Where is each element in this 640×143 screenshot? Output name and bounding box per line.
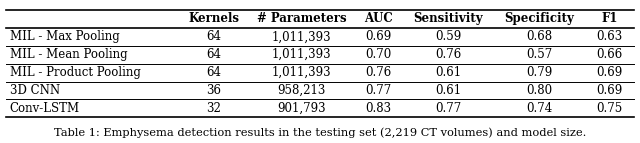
Text: Sensitivity: Sensitivity [413,12,483,25]
Text: 64: 64 [207,66,221,79]
Text: 0.59: 0.59 [435,30,461,43]
Text: F1: F1 [601,12,618,25]
Text: 0.83: 0.83 [365,102,392,115]
Text: 0.66: 0.66 [596,48,623,61]
Text: Kernels: Kernels [189,12,239,25]
Text: 3D CNN: 3D CNN [10,84,60,97]
Text: 901,793: 901,793 [278,102,326,115]
Text: 0.80: 0.80 [526,84,552,97]
Text: 0.70: 0.70 [365,48,392,61]
Text: 0.57: 0.57 [526,48,552,61]
Text: 1,011,393: 1,011,393 [272,66,332,79]
Text: 64: 64 [207,30,221,43]
Text: 0.74: 0.74 [526,102,552,115]
Text: AUC: AUC [364,12,393,25]
Text: 0.63: 0.63 [596,30,623,43]
Text: MIL - Mean Pooling: MIL - Mean Pooling [10,48,127,61]
Text: 0.69: 0.69 [596,66,623,79]
Text: Conv-LSTM: Conv-LSTM [10,102,80,115]
Text: 0.75: 0.75 [596,102,623,115]
Text: 958,213: 958,213 [278,84,326,97]
Text: 0.77: 0.77 [365,84,392,97]
Text: 0.61: 0.61 [435,84,461,97]
Text: 0.76: 0.76 [435,48,461,61]
Text: 0.69: 0.69 [365,30,392,43]
Text: 0.76: 0.76 [365,66,392,79]
Text: 64: 64 [207,48,221,61]
Text: 0.79: 0.79 [526,66,552,79]
Text: 32: 32 [207,102,221,115]
Text: 0.69: 0.69 [596,84,623,97]
Text: 0.77: 0.77 [435,102,461,115]
Text: MIL - Product Pooling: MIL - Product Pooling [10,66,140,79]
Text: 1,011,393: 1,011,393 [272,30,332,43]
Text: 1,011,393: 1,011,393 [272,48,332,61]
Text: MIL - Max Pooling: MIL - Max Pooling [10,30,119,43]
Text: Specificity: Specificity [504,12,574,25]
Text: Table 1: Emphysema detection results in the testing set (2,219 CT volumes) and m: Table 1: Emphysema detection results in … [54,128,586,138]
Text: 36: 36 [207,84,221,97]
Text: # Parameters: # Parameters [257,12,347,25]
Text: 0.68: 0.68 [526,30,552,43]
Text: 0.61: 0.61 [435,66,461,79]
